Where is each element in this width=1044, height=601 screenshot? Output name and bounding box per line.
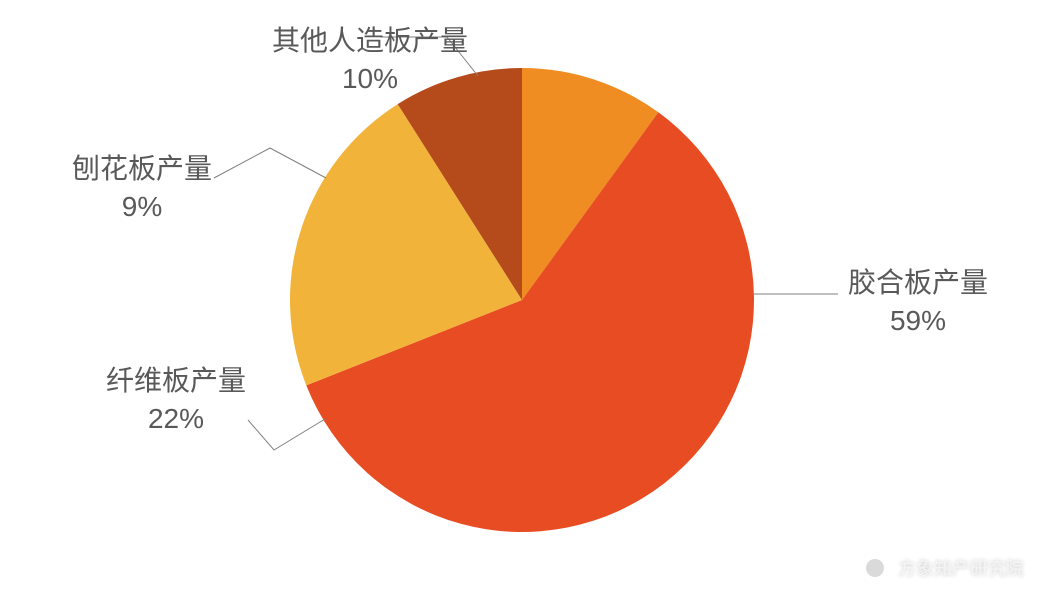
slice-label-particleboard: 刨花板产量 9% — [72, 150, 212, 226]
slice-label-other: 其他人造板产量 10% — [272, 22, 468, 98]
attribution-text: 方象知产研究院 — [898, 555, 1024, 581]
slice-name: 纤维板产量 — [106, 362, 246, 400]
pie-chart-container: 其他人造板产量 10% 胶合板产量 59% 纤维板产量 22% 刨花板产量 9%… — [0, 0, 1044, 601]
wechat-icon — [860, 553, 890, 583]
slice-name: 刨花板产量 — [72, 150, 212, 188]
slice-name: 胶合板产量 — [848, 264, 988, 302]
slice-name: 其他人造板产量 — [272, 22, 468, 60]
leader-line — [248, 419, 325, 450]
leader-line — [214, 148, 326, 178]
slice-percent: 22% — [106, 400, 246, 438]
slice-label-plywood: 胶合板产量 59% — [848, 264, 988, 340]
slice-label-fiberboard: 纤维板产量 22% — [106, 362, 246, 438]
attribution-badge: 方象知产研究院 — [860, 553, 1024, 583]
slice-percent: 59% — [848, 302, 988, 340]
slice-percent: 10% — [272, 60, 468, 98]
slice-percent: 9% — [72, 188, 212, 226]
